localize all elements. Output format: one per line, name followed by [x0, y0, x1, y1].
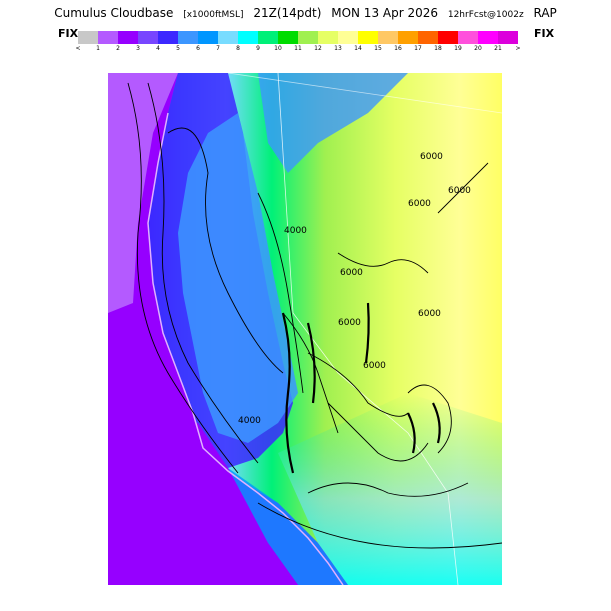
state-border-east: [227, 73, 502, 114]
color-swatch: [258, 31, 278, 44]
color-scale-tick-label: 19: [454, 45, 462, 52]
title-valid-time: 21Z(14pdt): [253, 6, 322, 20]
color-scale-ticks: <1 2 3 4 5 6 7 8 9 10 11 12 13 14 15 16 17 18 19 20 21 >: [70, 45, 542, 55]
contour-label: 6000: [418, 309, 441, 319]
contour-label-group: 6000 6000 6000 6000 6000 6000 6000 4000 …: [238, 152, 471, 426]
color-scale-tick-label: 16: [394, 45, 402, 52]
color-scale-tick-label: 9: [256, 45, 260, 52]
chart-title: Cumulus Cloudbase [x1000ftMSL] 21Z(14pdt…: [0, 6, 611, 20]
color-swatch: [378, 31, 398, 44]
color-swatch: [138, 31, 158, 44]
color-swatch: [158, 31, 178, 44]
color-scale: [78, 31, 518, 44]
color-scale-tick-label: 1: [96, 45, 100, 52]
color-swatch: [358, 31, 378, 44]
fix-right-label: FIX: [534, 27, 555, 40]
color-scale-tick-label: 14: [354, 45, 362, 52]
color-swatch: [498, 31, 518, 44]
color-swatch: [218, 31, 238, 44]
contours: [127, 82, 502, 549]
color-scale-tick-label: 4: [156, 45, 160, 52]
color-scale-tick-label: 3: [136, 45, 140, 52]
color-swatch: [478, 31, 498, 44]
state-border: [277, 73, 459, 585]
coastal-band-inner: [178, 113, 298, 443]
color-scale-tick-label: 8: [236, 45, 240, 52]
coastline: [147, 112, 344, 585]
color-swatch: [278, 31, 298, 44]
title-product: Cumulus Cloudbase: [54, 6, 174, 20]
color-swatch: [198, 31, 218, 44]
title-forecast: 12hrFcst@1002z: [447, 10, 524, 20]
color-scale-tick-label: 13: [334, 45, 342, 52]
color-scale-tick-label: 17: [414, 45, 422, 52]
contour-label: 6000: [408, 199, 431, 209]
contour-label: 4000: [284, 226, 307, 236]
color-scale-tick-label: <: [75, 45, 81, 52]
color-scale-tick-label: 6: [196, 45, 200, 52]
bold-contours: [281, 302, 441, 474]
contour-label: 6000: [363, 361, 386, 371]
color-scale-tick-label: 5: [176, 45, 180, 52]
color-swatch: [238, 31, 258, 44]
color-scale-tick-label: 11: [294, 45, 302, 52]
ocean-north: [108, 73, 178, 313]
contour-label: 6000: [420, 152, 443, 162]
cloudbase-map: 6000 6000 6000 6000 6000 6000 6000 4000 …: [108, 73, 502, 585]
southern-ocean: [108, 413, 298, 585]
color-scale-tick-label: >: [515, 45, 521, 52]
northern-band: [258, 73, 408, 173]
southern-region: [278, 393, 502, 585]
color-scale-tick-label: 2: [116, 45, 120, 52]
color-scale-tick-label: 7: [216, 45, 220, 52]
color-swatch: [398, 31, 418, 44]
color-swatch: [338, 31, 358, 44]
color-swatch: [178, 31, 198, 44]
color-scale-tick-label: 20: [474, 45, 482, 52]
color-swatch: [418, 31, 438, 44]
color-swatch: [438, 31, 458, 44]
color-swatch: [98, 31, 118, 44]
title-model: RAP: [533, 6, 557, 20]
color-scale-tick-label: 10: [274, 45, 282, 52]
contour-label: 6000: [340, 268, 363, 278]
title-date: MON 13 Apr 2026: [331, 6, 439, 20]
contour-label: 4000: [238, 416, 261, 426]
contour-label: 6000: [338, 318, 361, 328]
color-swatch: [458, 31, 478, 44]
color-swatch: [298, 31, 318, 44]
color-scale-tick-label: 15: [374, 45, 382, 52]
color-scale-tick-label: 12: [314, 45, 322, 52]
contour-label: 6000: [448, 186, 471, 196]
fix-left-label: FIX: [58, 27, 79, 40]
color-scale-tick-label: 18: [434, 45, 442, 52]
color-scale-tick-label: 21: [494, 45, 502, 52]
color-swatch: [118, 31, 138, 44]
color-swatch: [78, 31, 98, 44]
color-swatch: [318, 31, 338, 44]
south-coast: [228, 468, 348, 585]
title-units: [x1000ftMSL]: [183, 10, 244, 20]
